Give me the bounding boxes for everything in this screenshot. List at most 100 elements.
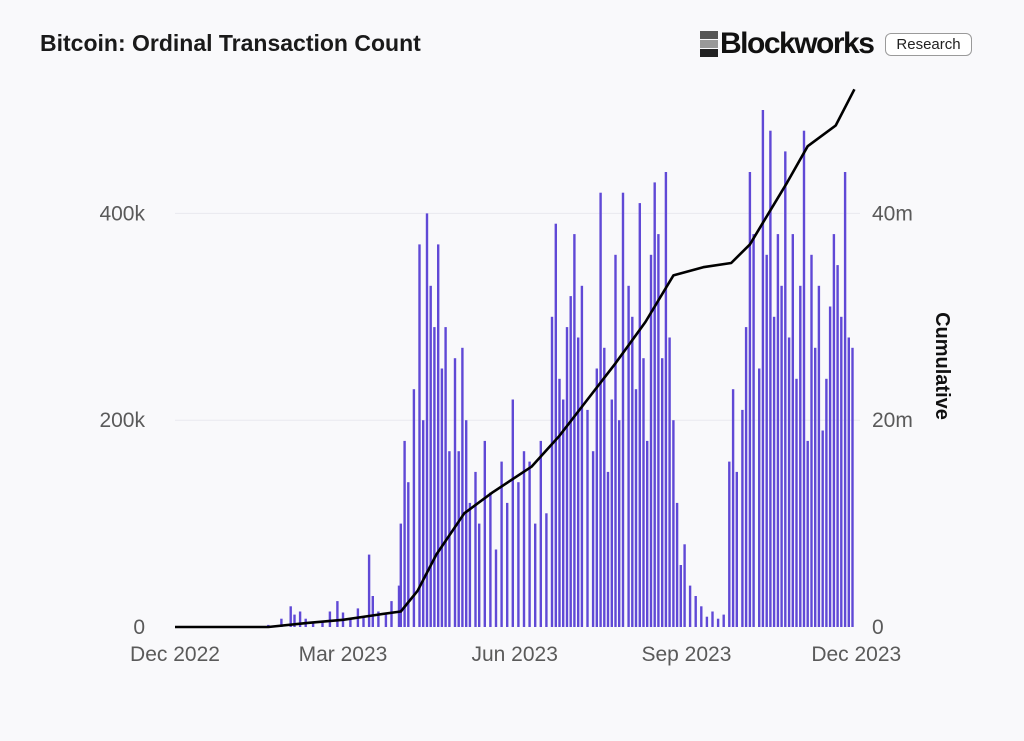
bar (810, 254, 813, 628)
bar (580, 285, 584, 627)
y-tick-label: 200k (99, 409, 145, 432)
bar (711, 611, 714, 627)
bar (422, 420, 425, 627)
bar (500, 461, 503, 627)
bar (700, 606, 703, 627)
bar (614, 254, 617, 628)
y2-tick-label: 40m (872, 202, 913, 225)
bar (595, 368, 598, 627)
bar (418, 244, 421, 627)
x-tick-label: Dec 2023 (811, 643, 901, 666)
bar (517, 482, 520, 627)
bar (425, 213, 429, 627)
bar (716, 618, 720, 627)
bar (465, 420, 468, 627)
bar (506, 502, 509, 627)
bar (349, 618, 352, 627)
bar (610, 399, 613, 627)
bar (748, 172, 752, 627)
bar (791, 234, 794, 627)
x-tick-label: Jun 2023 (471, 643, 557, 666)
bar (437, 244, 440, 627)
bar (799, 285, 802, 627)
bar (444, 327, 447, 627)
bar (562, 399, 565, 627)
bar (832, 234, 836, 627)
bar (631, 316, 634, 627)
bar (412, 389, 416, 627)
bar (399, 523, 402, 627)
bar (511, 399, 514, 627)
bar (293, 614, 296, 627)
bar (772, 316, 776, 627)
bar (847, 337, 850, 627)
bar (780, 285, 783, 627)
bar (694, 596, 697, 627)
bar (558, 378, 561, 627)
x-tick-label: Mar 2023 (299, 643, 388, 666)
bar (728, 461, 731, 627)
bar (367, 554, 371, 627)
bar (653, 182, 656, 627)
bar (494, 549, 498, 627)
bar (776, 234, 780, 627)
bar (534, 523, 537, 627)
bar (328, 611, 332, 627)
right-axis-label: Cumulative (931, 312, 953, 420)
bar (377, 611, 380, 627)
bar (683, 544, 686, 627)
bar (840, 316, 843, 627)
bar (705, 616, 709, 627)
bar (649, 254, 653, 628)
y-tick-label: 400k (99, 202, 145, 225)
bar (634, 389, 638, 627)
bar (483, 440, 486, 627)
bar (675, 502, 679, 627)
bar (851, 347, 854, 627)
bar (664, 172, 668, 627)
bar (362, 616, 365, 627)
bar (407, 482, 410, 627)
research-badge: Research (885, 32, 972, 56)
bar (679, 565, 682, 627)
bar (289, 606, 292, 627)
brand-logo-text: Blockworks (720, 27, 875, 60)
bar (429, 285, 432, 627)
bar (522, 451, 526, 627)
bar (468, 502, 472, 627)
bar (591, 451, 595, 627)
bar (586, 409, 589, 627)
bar (638, 203, 641, 627)
bar (618, 420, 621, 627)
bar (642, 358, 645, 627)
bar (817, 285, 821, 627)
bar (627, 285, 630, 627)
bar (744, 327, 748, 627)
bar (657, 234, 660, 627)
bar (752, 234, 755, 627)
right-axis: 0 20m 40m (872, 202, 913, 639)
bar (802, 130, 806, 627)
bar (765, 254, 768, 628)
x-tick-label: Sep 2023 (641, 643, 731, 666)
bar (821, 430, 824, 627)
bar (440, 368, 444, 627)
bar (836, 265, 839, 627)
bar (606, 471, 610, 627)
bar (478, 523, 481, 627)
bar (457, 451, 460, 627)
bar (668, 337, 671, 627)
bar (843, 172, 847, 627)
bar (577, 337, 580, 627)
bar (573, 234, 576, 627)
bar (814, 347, 817, 627)
bar (741, 409, 744, 627)
bar (384, 614, 388, 627)
bar (311, 621, 315, 627)
y-tick-label: 0 (133, 616, 145, 639)
bar (397, 585, 401, 627)
bar (661, 358, 664, 627)
bar (453, 358, 457, 627)
bar (321, 620, 324, 627)
bar (599, 192, 602, 627)
